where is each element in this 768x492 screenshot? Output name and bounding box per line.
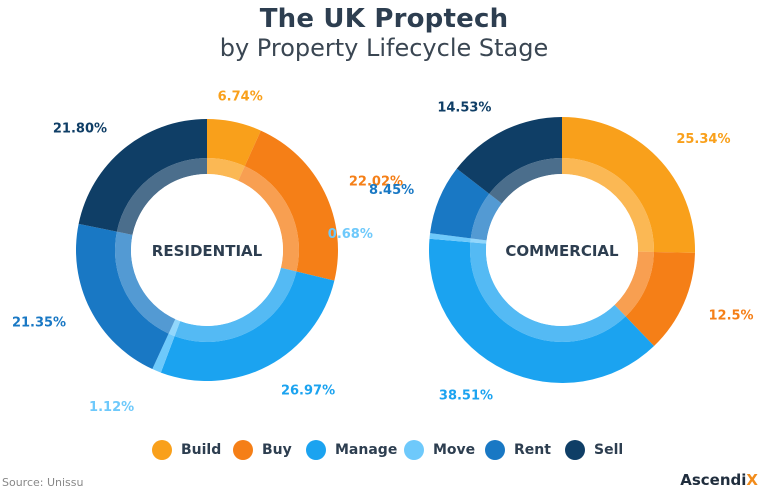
legend-label-sell: Sell: [594, 442, 624, 458]
slice-inner-move: [470, 238, 487, 244]
slice-buy: [625, 251, 695, 347]
donut-center-label: COMMERCIAL: [505, 242, 619, 260]
slice-manage: [160, 271, 335, 381]
data-label-rent: 21.35%: [12, 316, 66, 331]
data-label-buy: 22.02%: [349, 174, 403, 189]
slice-inner-sell: [489, 158, 562, 204]
slice-inner-manage: [174, 267, 297, 343]
legend-item-sell: Sell: [565, 438, 623, 462]
chart-subtitle: by Property Lifecycle Stage: [219, 34, 549, 62]
legend-swatch-move: [404, 440, 424, 460]
slice-inner-rent: [114, 231, 176, 334]
brand-logo: AscendiX: [680, 471, 758, 489]
donut-hole: [131, 174, 283, 326]
data-label-manage: 38.51%: [439, 388, 493, 403]
legend-swatch-rent: [485, 440, 505, 460]
data-label-buy: 12.5%: [708, 308, 753, 323]
slice-manage: [429, 238, 655, 383]
legend-item-move: Move: [404, 438, 475, 462]
legend-item-build: Build: [152, 438, 221, 462]
chart-title: The UK Proptech: [259, 4, 509, 34]
legend-swatch-build: [152, 440, 172, 460]
slice-move: [429, 233, 471, 243]
data-label-move: 1.12%: [89, 400, 134, 415]
donut-chart-0: RESIDENTIAL 6.74% 22.02% 26.97% 1.12% 21.35% 2…: [12, 90, 403, 415]
legend: Build Buy Manage Move Rent Sell: [0, 438, 768, 462]
data-label-manage: 26.97%: [281, 384, 335, 399]
legend-item-rent: Rent: [485, 438, 551, 462]
slice-inner-buy: [238, 166, 299, 272]
data-label-move: 0.68%: [328, 227, 373, 242]
donut-hole: [486, 174, 638, 326]
legend-item-buy: Buy: [233, 438, 292, 462]
donut-charts: RESIDENTIAL 6.74% 22.02% 26.97% 1.12% 21.35% 2…: [12, 90, 754, 415]
slice-inner-manage: [470, 242, 626, 343]
legend-swatch-buy: [233, 440, 253, 460]
slice-inner-move: [168, 319, 181, 337]
legend-swatch-sell: [565, 440, 585, 460]
slice-rent: [430, 168, 490, 239]
data-label-build: 25.34%: [676, 132, 730, 147]
slice-sell: [456, 117, 562, 194]
slice-build: [562, 117, 695, 253]
brand-name: Ascendi: [680, 471, 747, 489]
donut-chart-1: COMMERCIAL 25.34% 12.5% 38.51% 0.68% 8.45% 14.…: [328, 100, 754, 403]
slice-inner-sell: [116, 158, 207, 235]
legend-label-rent: Rent: [514, 442, 551, 458]
legend-label-buy: Buy: [262, 442, 292, 458]
slice-rent: [76, 223, 169, 370]
slice-buy: [244, 130, 338, 281]
legend-item-manage: Manage: [306, 438, 397, 462]
data-label-sell: 21.80%: [53, 122, 107, 137]
slice-inner-rent: [470, 193, 502, 241]
brand-accent: X: [746, 471, 758, 489]
legend-label-manage: Manage: [335, 442, 398, 458]
source-note: Source: Unissu: [2, 476, 84, 489]
slice-move: [152, 333, 175, 373]
data-label-build: 6.74%: [218, 90, 263, 105]
legend-label-build: Build: [181, 442, 222, 458]
legend-swatch-manage: [306, 440, 326, 460]
data-label-rent: 8.45%: [369, 183, 414, 198]
slice-inner-build: [562, 158, 654, 252]
legend-label-move: Move: [433, 442, 476, 458]
donut-center-label: RESIDENTIAL: [152, 242, 263, 260]
data-label-sell: 14.53%: [437, 100, 491, 115]
slice-inner-build: [207, 158, 245, 181]
slice-sell: [78, 119, 208, 232]
slice-inner-buy: [614, 251, 654, 317]
slice-build: [207, 119, 261, 167]
